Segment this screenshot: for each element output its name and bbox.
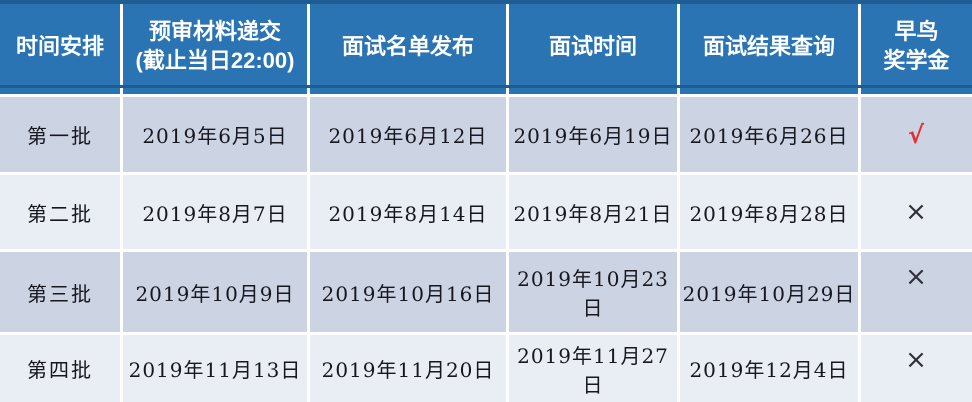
cell-list-date: 2019年10月16日 xyxy=(310,252,506,332)
cell-interview-date: 2019年6月19日 xyxy=(509,97,677,172)
cell-batch-4: 第四批 xyxy=(0,335,120,402)
cell-submit-date: 2019年8月7日 xyxy=(123,175,307,249)
column-header-interview-time: 面试时间 xyxy=(509,0,677,94)
column-header-material-submit: 预审材料递交 (截止当日22:00) xyxy=(123,0,307,94)
cell-result-date: 2019年6月26日 xyxy=(680,97,858,172)
column-header-label: 面试名单发布 xyxy=(341,33,474,59)
cross-mark: × xyxy=(861,335,972,402)
cell-batch-1: 第一批 xyxy=(0,97,120,172)
cell-result-date: 2019年10月29日 xyxy=(680,252,858,332)
column-header-batch: 时间安排 xyxy=(0,0,120,94)
column-header-sublabel: (截止当日22:00) xyxy=(135,48,295,73)
cell-submit-date: 2019年6月5日 xyxy=(123,97,307,172)
cell-batch-2: 第二批 xyxy=(0,175,120,249)
cell-list-date: 2019年11月20日 xyxy=(310,335,506,402)
column-header-sublabel: 奖学金 xyxy=(883,48,950,73)
cell-list-date: 2019年6月12日 xyxy=(310,97,506,172)
cell-interview-date: 2019年11月27日 xyxy=(509,335,677,402)
cell-list-date: 2019年8月14日 xyxy=(310,175,506,249)
cell-result-date: 2019年12月4日 xyxy=(680,335,858,402)
cell-interview-date: 2019年10月23日 xyxy=(509,252,677,332)
column-header-early-bird: 早鸟 奖学金 xyxy=(861,0,972,94)
header-top-accent-line xyxy=(0,0,972,4)
column-header-label: 面试结果查询 xyxy=(702,33,835,59)
cell-submit-date: 2019年10月9日 xyxy=(123,252,307,332)
cell-interview-date: 2019年8月21日 xyxy=(509,175,677,249)
cross-mark: × xyxy=(861,252,972,332)
check-mark: √ xyxy=(861,97,972,172)
column-header-label: 预审材料递交 xyxy=(148,19,281,45)
header-bottom-accent-line xyxy=(0,85,972,88)
column-header-interview-list: 面试名单发布 xyxy=(310,0,506,94)
cell-result-date: 2019年8月28日 xyxy=(680,175,858,249)
cell-submit-date: 2019年11月13日 xyxy=(123,335,307,402)
column-header-label: 面试时间 xyxy=(548,33,637,59)
column-header-label: 早鸟 xyxy=(894,19,939,45)
column-header-result-query: 面试结果查询 xyxy=(680,0,858,94)
column-header-label: 时间安排 xyxy=(15,33,104,59)
cell-batch-3: 第三批 xyxy=(0,252,120,332)
cross-mark: × xyxy=(861,175,972,249)
